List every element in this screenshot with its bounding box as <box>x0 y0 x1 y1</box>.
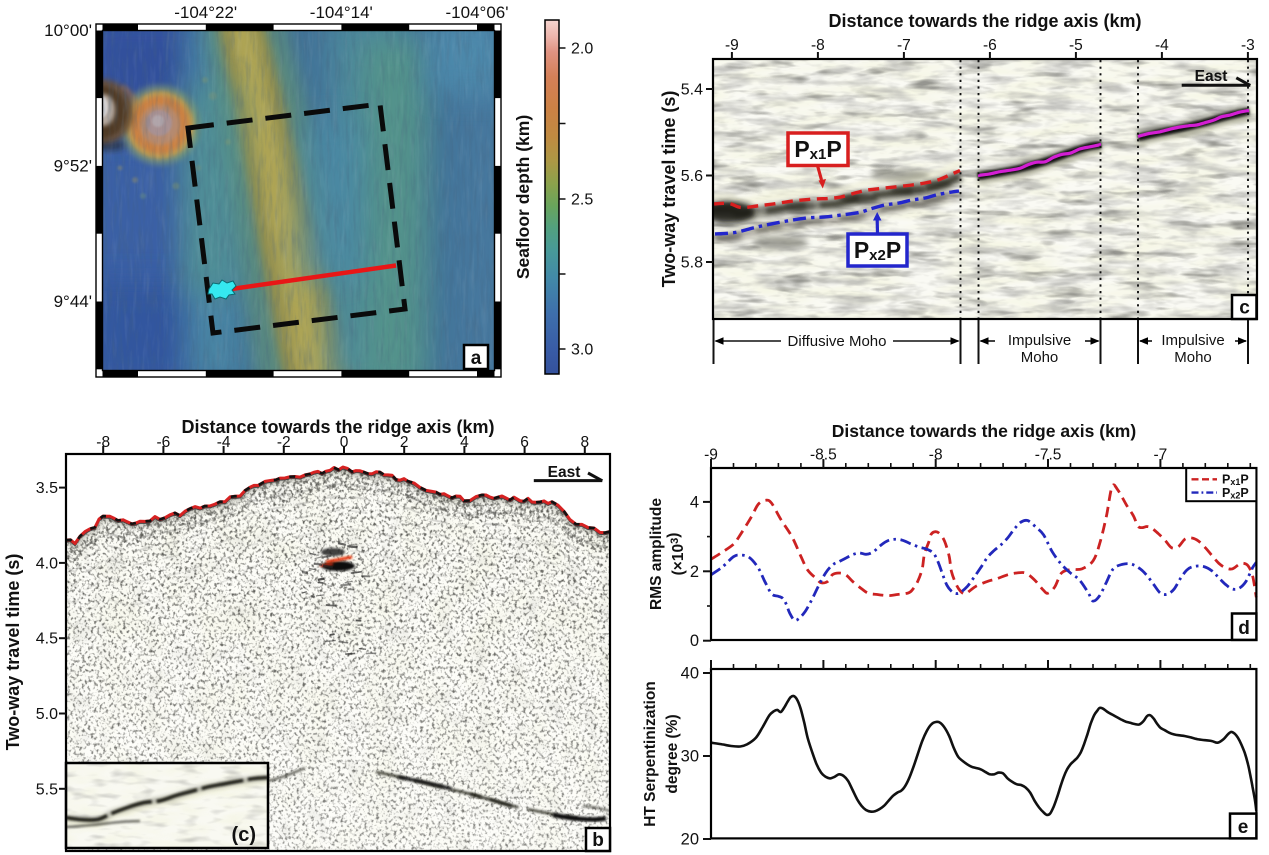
svg-text:-5: -5 <box>1069 37 1083 54</box>
svg-text:4.5: 4.5 <box>36 631 58 648</box>
svg-text:Distance towards the ridge axi: Distance towards the ridge axis (km) <box>828 11 1141 31</box>
svg-text:Moho: Moho <box>1174 349 1212 366</box>
svg-text:East: East <box>548 464 581 481</box>
svg-text:HT Serpentinization: HT Serpentinization <box>642 681 659 827</box>
svg-text:30: 30 <box>681 748 699 766</box>
svg-text:Moho: Moho <box>1021 349 1059 366</box>
svg-text:5.0: 5.0 <box>36 706 58 723</box>
svg-text:4: 4 <box>460 434 469 451</box>
svg-text:-9: -9 <box>704 447 718 464</box>
svg-text:-104°22': -104°22' <box>174 3 237 22</box>
svg-text:4: 4 <box>690 493 699 511</box>
svg-text:6: 6 <box>520 434 529 451</box>
svg-text:5.8: 5.8 <box>681 255 703 272</box>
svg-text:-8.5: -8.5 <box>810 447 837 464</box>
svg-text:Impulsive: Impulsive <box>1008 332 1071 349</box>
svg-text:-3: -3 <box>1241 37 1255 54</box>
svg-text:-6: -6 <box>157 434 171 451</box>
svg-text:Distance towards the ridge axi: Distance towards the ridge axis (km) <box>832 421 1136 441</box>
svg-text:-8: -8 <box>96 434 110 451</box>
svg-text:2: 2 <box>400 434 409 451</box>
svg-text:-2: -2 <box>277 434 291 451</box>
svg-text:9°52': 9°52' <box>54 157 92 176</box>
svg-text:-104°14': -104°14' <box>310 3 373 22</box>
svg-text:a: a <box>471 348 482 369</box>
svg-text:(c): (c) <box>232 824 256 846</box>
svg-text:10°00': 10°00' <box>44 21 92 40</box>
svg-text:0: 0 <box>340 434 349 451</box>
svg-text:Px2P: Px2P <box>1222 486 1249 501</box>
svg-text:Distance towards the ridge axi: Distance towards the ridge axis (km) <box>181 417 494 437</box>
svg-text:d: d <box>1238 618 1250 639</box>
svg-text:5.6: 5.6 <box>681 168 703 185</box>
svg-text:8: 8 <box>580 434 589 451</box>
svg-text:degree (%): degree (%) <box>664 714 681 793</box>
svg-text:-6: -6 <box>983 37 997 54</box>
svg-text:9°44': 9°44' <box>54 292 92 311</box>
svg-text:(×103): (×103) <box>665 533 687 576</box>
svg-text:2: 2 <box>690 563 699 581</box>
svg-text:2.5: 2.5 <box>571 192 593 209</box>
svg-text:-7.5: -7.5 <box>1035 447 1062 464</box>
svg-text:3.0: 3.0 <box>571 342 593 359</box>
svg-text:-8: -8 <box>811 37 825 54</box>
svg-text:c: c <box>1239 298 1250 319</box>
svg-text:-7: -7 <box>1154 447 1168 464</box>
svg-text:-104°06': -104°06' <box>446 3 509 22</box>
svg-text:Diffusive Moho: Diffusive Moho <box>788 333 887 350</box>
svg-text:20: 20 <box>681 831 699 849</box>
svg-text:-8: -8 <box>929 447 943 464</box>
svg-text:e: e <box>1238 817 1249 838</box>
svg-text:Px1P: Px1P <box>1222 473 1249 488</box>
svg-text:40: 40 <box>681 665 699 683</box>
svg-text:-4: -4 <box>1155 37 1169 54</box>
svg-text:Impulsive: Impulsive <box>1161 332 1224 349</box>
svg-text:East: East <box>1195 68 1228 85</box>
svg-text:Two-way travel time (s): Two-way travel time (s) <box>3 554 23 751</box>
svg-text:-9: -9 <box>725 37 739 54</box>
svg-text:RMS amplitude: RMS amplitude <box>648 498 665 610</box>
svg-text:3.5: 3.5 <box>36 480 58 497</box>
svg-text:Two-way travel time (s): Two-way travel time (s) <box>659 91 679 288</box>
svg-text:5.4: 5.4 <box>681 82 703 99</box>
svg-text:4.0: 4.0 <box>36 555 58 572</box>
svg-text:Seafloor depth (km): Seafloor depth (km) <box>513 115 533 279</box>
svg-text:2.0: 2.0 <box>571 41 593 58</box>
svg-text:-4: -4 <box>217 434 231 451</box>
svg-text:-7: -7 <box>897 37 911 54</box>
svg-text:b: b <box>592 830 604 851</box>
svg-text:0: 0 <box>690 632 699 650</box>
svg-text:5.5: 5.5 <box>36 781 58 798</box>
